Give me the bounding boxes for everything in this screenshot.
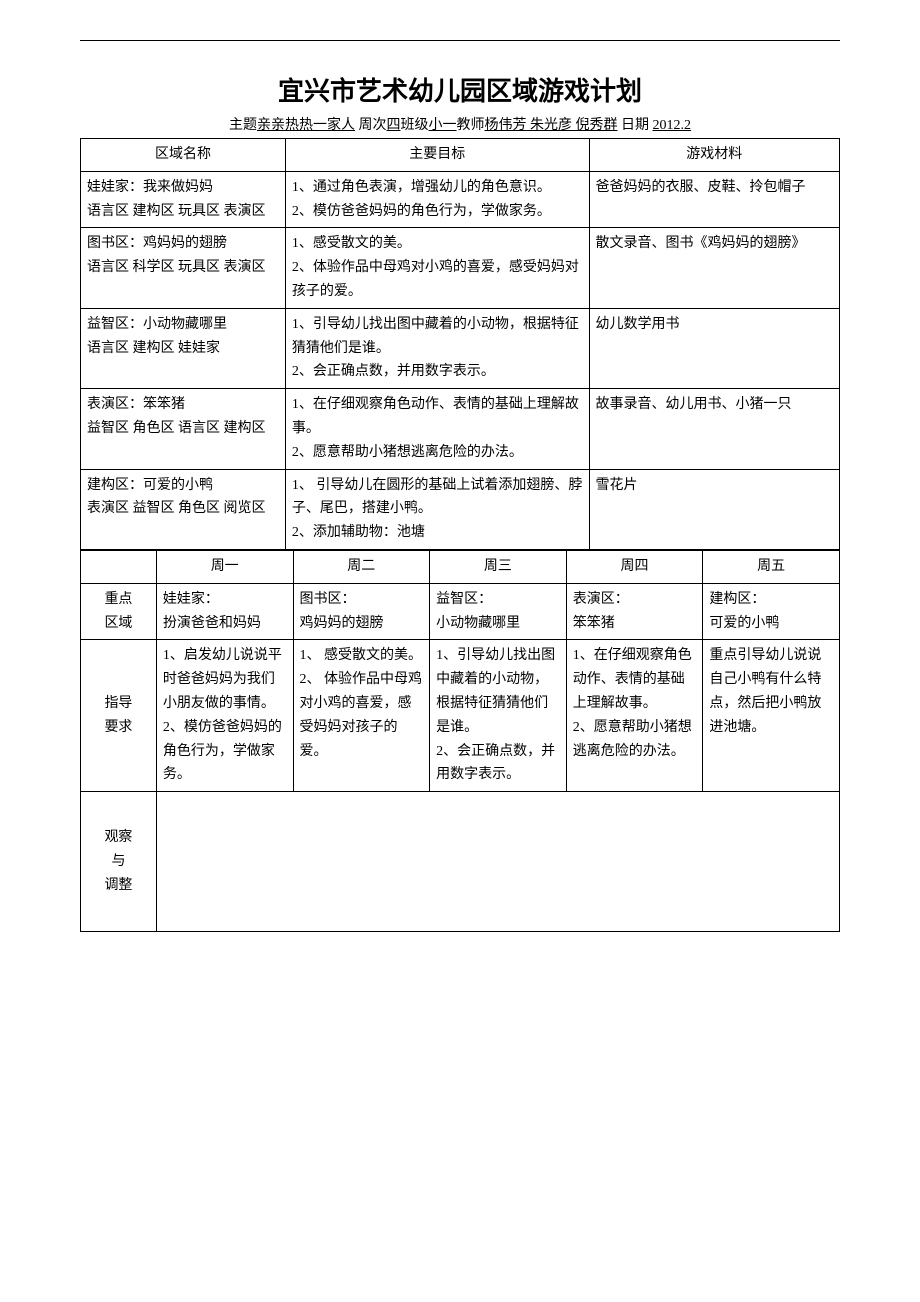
class-label: 班级 [401, 118, 429, 133]
focus-label: 重点区域 [81, 583, 157, 640]
table-row: 建构区：可爱的小鸭表演区 益智区 角色区 阅览区 1、 引导幼儿在圆形的基础上试… [81, 469, 840, 549]
focus-cell: 娃娃家：扮演爸爸和妈妈 [156, 583, 293, 640]
guide-row: 指导要求 1、启发幼儿说说平时爸爸妈妈为我们小朋友做的事情。2、模仿爸爸妈妈的角… [81, 640, 840, 792]
cell-material: 故事录音、幼儿用书、小猪一只 [589, 389, 839, 469]
table-row: 图书区：鸡妈妈的翅膀 语言区 科学区 玩具区 表演区 1、感受散文的美。2、体验… [81, 228, 840, 308]
week-label: 周次 [359, 118, 387, 133]
cell-goal: 1、引导幼儿找出图中藏着的小动物，根据特征猜猜他们是谁。2、会正确点数，并用数字… [285, 308, 589, 388]
page-title: 宜兴市艺术幼儿园区域游戏计划 [80, 71, 840, 108]
focus-cell: 图书区：鸡妈妈的翅膀 [293, 583, 430, 640]
cell-goal: 1、在仔细观察角色动作、表情的基础上理解故事。2、愿意帮助小猪想逃离危险的办法。 [285, 389, 589, 469]
weekday-header-row: 周一 周二 周三 周四 周五 [81, 550, 840, 583]
observe-label: 观察与调整 [81, 792, 157, 932]
header-goal: 主要目标 [285, 139, 589, 172]
week-value: 四 [387, 118, 401, 133]
date-value: 2012.2 [653, 118, 692, 133]
guide-cell: 1、在仔细观察角色动作、表情的基础上理解故事。2、愿意帮助小猪想逃离危险的办法。 [566, 640, 703, 792]
cell-material: 爸爸妈妈的衣服、皮鞋、拎包帽子 [589, 171, 839, 228]
day-header: 周二 [293, 550, 430, 583]
areas-table: 区域名称 主要目标 游戏材料 娃娃家：我来做妈妈语言区 建构区 玩具区 表演区 … [80, 138, 840, 550]
teacher-value: 杨伟芳 朱光彦 倪秀群 [485, 118, 618, 133]
day-header: 周四 [566, 550, 703, 583]
theme-label: 主题 [229, 118, 257, 133]
theme-value: 亲亲热热一家人 [257, 118, 355, 133]
guide-label: 指导要求 [81, 640, 157, 792]
guide-cell: 1、启发幼儿说说平时爸爸妈妈为我们小朋友做的事情。2、模仿爸爸妈妈的角色行为，学… [156, 640, 293, 792]
table-header-row: 区域名称 主要目标 游戏材料 [81, 139, 840, 172]
cell-area: 图书区：鸡妈妈的翅膀 语言区 科学区 玩具区 表演区 [81, 228, 286, 308]
table-row: 娃娃家：我来做妈妈语言区 建构区 玩具区 表演区 1、通过角色表演，增强幼儿的角… [81, 171, 840, 228]
observe-cell [156, 792, 839, 932]
date-label: 日期 [621, 118, 653, 133]
guide-cell: 1、引导幼儿找出图中藏着的小动物，根据特征猜猜他们是谁。2、会正确点数，并用数字… [430, 640, 567, 792]
cell-material: 雪花片 [589, 469, 839, 549]
cell-area: 益智区：小动物藏哪里 语言区 建构区 娃娃家 [81, 308, 286, 388]
top-rule [80, 40, 840, 41]
cell-goal: 1、 引导幼儿在圆形的基础上试着添加翅膀、脖子、尾巴，搭建小鸭。2、添加辅助物：… [285, 469, 589, 549]
class-value: 小一 [429, 118, 457, 133]
focus-row: 重点区域 娃娃家：扮演爸爸和妈妈 图书区：鸡妈妈的翅膀 益智区：小动物藏哪里 表… [81, 583, 840, 640]
guide-cell: 重点引导幼儿说说自己小鸭有什么特点，然后把小鸭放进池塘。 [703, 640, 840, 792]
teacher-label: 教师 [457, 118, 485, 133]
weekly-table: 周一 周二 周三 周四 周五 重点区域 娃娃家：扮演爸爸和妈妈 图书区：鸡妈妈的… [80, 550, 840, 932]
table-row: 益智区：小动物藏哪里 语言区 建构区 娃娃家 1、引导幼儿找出图中藏着的小动物，… [81, 308, 840, 388]
focus-cell: 建构区：可爱的小鸭 [703, 583, 840, 640]
blank-corner [81, 550, 157, 583]
cell-material: 幼儿数学用书 [589, 308, 839, 388]
day-header: 周一 [156, 550, 293, 583]
cell-material: 散文录音、图书《鸡妈妈的翅膀》 [589, 228, 839, 308]
guide-cell: 1、 感受散文的美。2、 体验作品中母鸡对小鸡的喜爱，感受妈妈对孩子的爱。 [293, 640, 430, 792]
header-material: 游戏材料 [589, 139, 839, 172]
cell-area: 娃娃家：我来做妈妈语言区 建构区 玩具区 表演区 [81, 171, 286, 228]
table-row: 表演区：笨笨猪益智区 角色区 语言区 建构区 1、在仔细观察角色动作、表情的基础… [81, 389, 840, 469]
meta-line: 主题亲亲热热一家人 周次四班级小一教师杨伟芳 朱光彦 倪秀群 日期 2012.2 [80, 114, 840, 134]
cell-goal: 1、通过角色表演，增强幼儿的角色意识。2、模仿爸爸妈妈的角色行为，学做家务。 [285, 171, 589, 228]
observe-row: 观察与调整 [81, 792, 840, 932]
cell-area: 建构区：可爱的小鸭表演区 益智区 角色区 阅览区 [81, 469, 286, 549]
cell-area: 表演区：笨笨猪益智区 角色区 语言区 建构区 [81, 389, 286, 469]
day-header: 周五 [703, 550, 840, 583]
focus-cell: 益智区：小动物藏哪里 [430, 583, 567, 640]
day-header: 周三 [430, 550, 567, 583]
cell-goal: 1、感受散文的美。2、体验作品中母鸡对小鸡的喜爱，感受妈妈对孩子的爱。 [285, 228, 589, 308]
header-area: 区域名称 [81, 139, 286, 172]
focus-cell: 表演区：笨笨猪 [566, 583, 703, 640]
